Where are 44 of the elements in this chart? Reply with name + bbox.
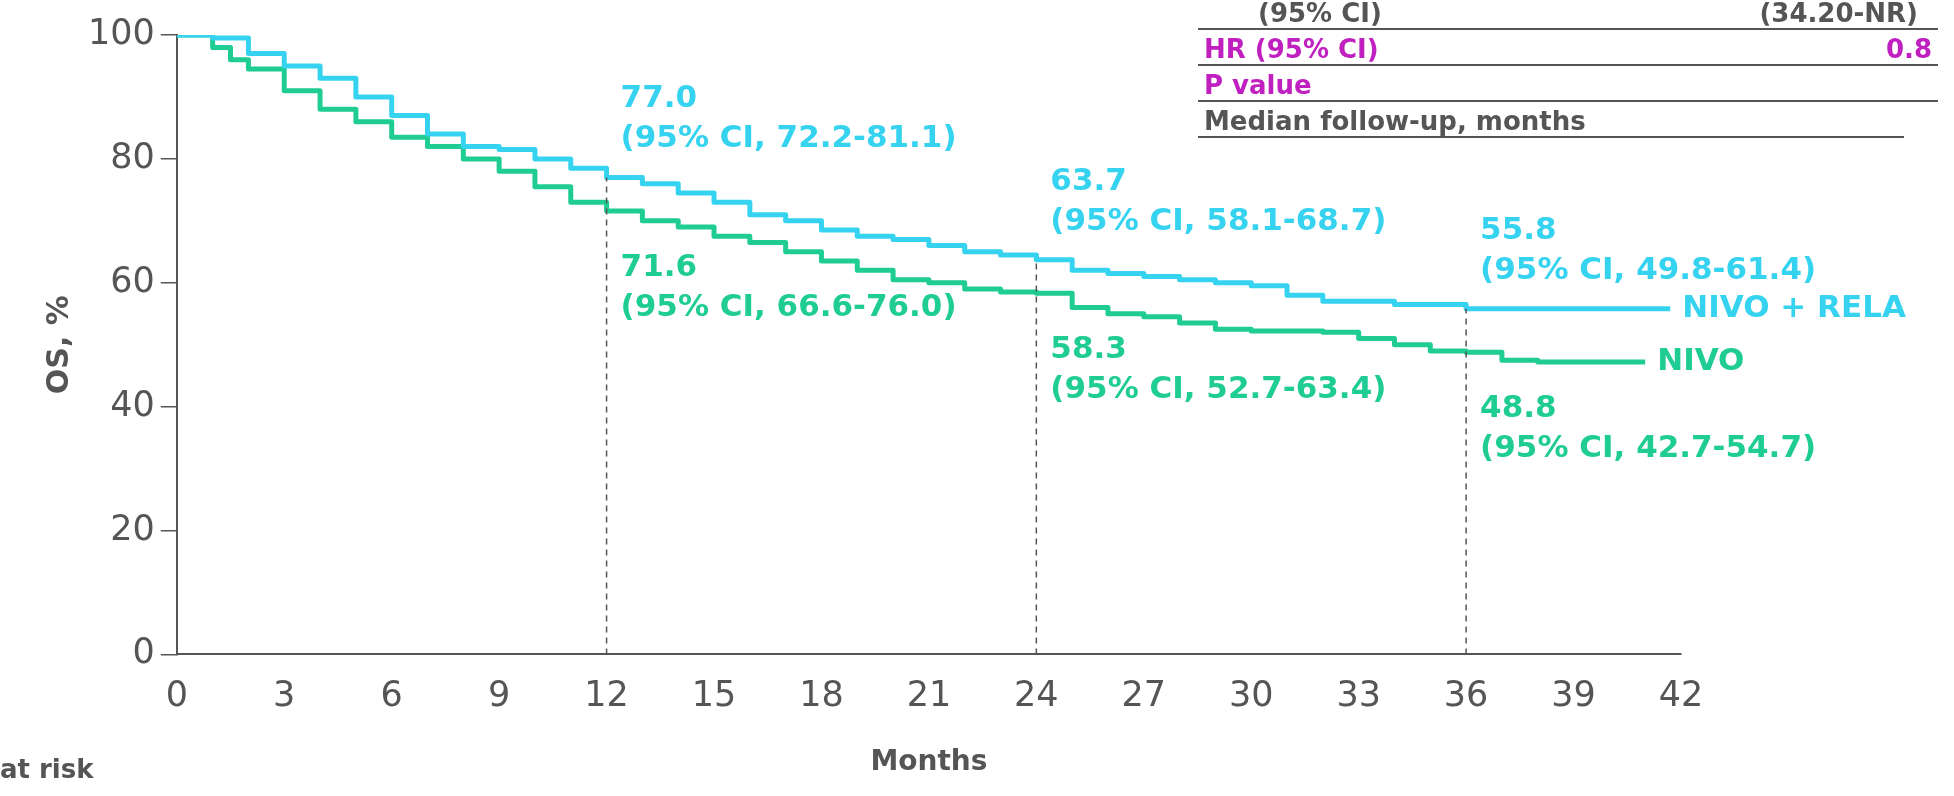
series-label: NIVO xyxy=(1657,341,1745,378)
x-tick-label: 15 xyxy=(691,674,737,715)
text: (95% CI) xyxy=(1258,0,1382,28)
annotation: 48.8 xyxy=(1480,388,1557,425)
annotation: 77.0 xyxy=(620,78,698,115)
x-tick-label: 36 xyxy=(1443,674,1489,715)
x-tick-label: 3 xyxy=(273,674,296,715)
annotation: (95% CI, 42.7-54.7) xyxy=(1480,428,1817,465)
text: 0.8 xyxy=(1885,34,1932,64)
text: at risk xyxy=(0,754,94,784)
y-tick-label: 80 xyxy=(110,135,155,176)
y-axis-title: OS, % xyxy=(39,295,75,395)
x-tick-label: 33 xyxy=(1336,674,1381,715)
annotation: 55.8 xyxy=(1480,209,1557,246)
annotation: 71.6 xyxy=(620,246,698,283)
annotation: (95% CI, 49.8-61.4) xyxy=(1480,249,1817,286)
annotation: 63.7 xyxy=(1050,160,1127,197)
annotation: HR (95% CI) xyxy=(1204,34,1379,64)
series-label: NIVO + RELA xyxy=(1682,287,1906,324)
annotation: (95% CI, 52.7-63.4) xyxy=(1050,369,1387,406)
annotation: (95% CI, 58.1-68.7) xyxy=(1050,200,1387,237)
y-tick-label: 100 xyxy=(87,12,155,53)
x-tick-label: 42 xyxy=(1658,674,1704,715)
x-tick-label: 18 xyxy=(799,674,844,715)
annotation: (95% CI, 66.6-76.0) xyxy=(620,286,957,323)
text: (34.20-NR) xyxy=(1759,0,1918,28)
y-tick-label: 40 xyxy=(110,383,155,424)
x-tick-label: 6 xyxy=(380,674,403,715)
y-tick-label: 20 xyxy=(110,507,155,548)
y-tick-label: 60 xyxy=(110,259,155,300)
x-tick-label: 30 xyxy=(1228,674,1274,715)
x-tick-label: 39 xyxy=(1551,674,1596,715)
annotation: 58.3 xyxy=(1050,329,1127,366)
annotation: Median follow-up, months xyxy=(1204,106,1586,136)
annotation: P value xyxy=(1204,70,1312,100)
x-tick-label: 24 xyxy=(1014,674,1059,715)
x-tick-label: 0 xyxy=(165,674,188,715)
x-axis-title: Months xyxy=(870,744,988,778)
x-tick-label: 21 xyxy=(906,674,952,715)
x-tick-label: 9 xyxy=(487,674,511,715)
x-tick-label: 27 xyxy=(1121,674,1167,715)
y-tick-label: 0 xyxy=(132,631,155,672)
x-tick-label: 12 xyxy=(584,674,629,715)
annotation: (95% CI, 72.2-81.1) xyxy=(620,118,957,155)
